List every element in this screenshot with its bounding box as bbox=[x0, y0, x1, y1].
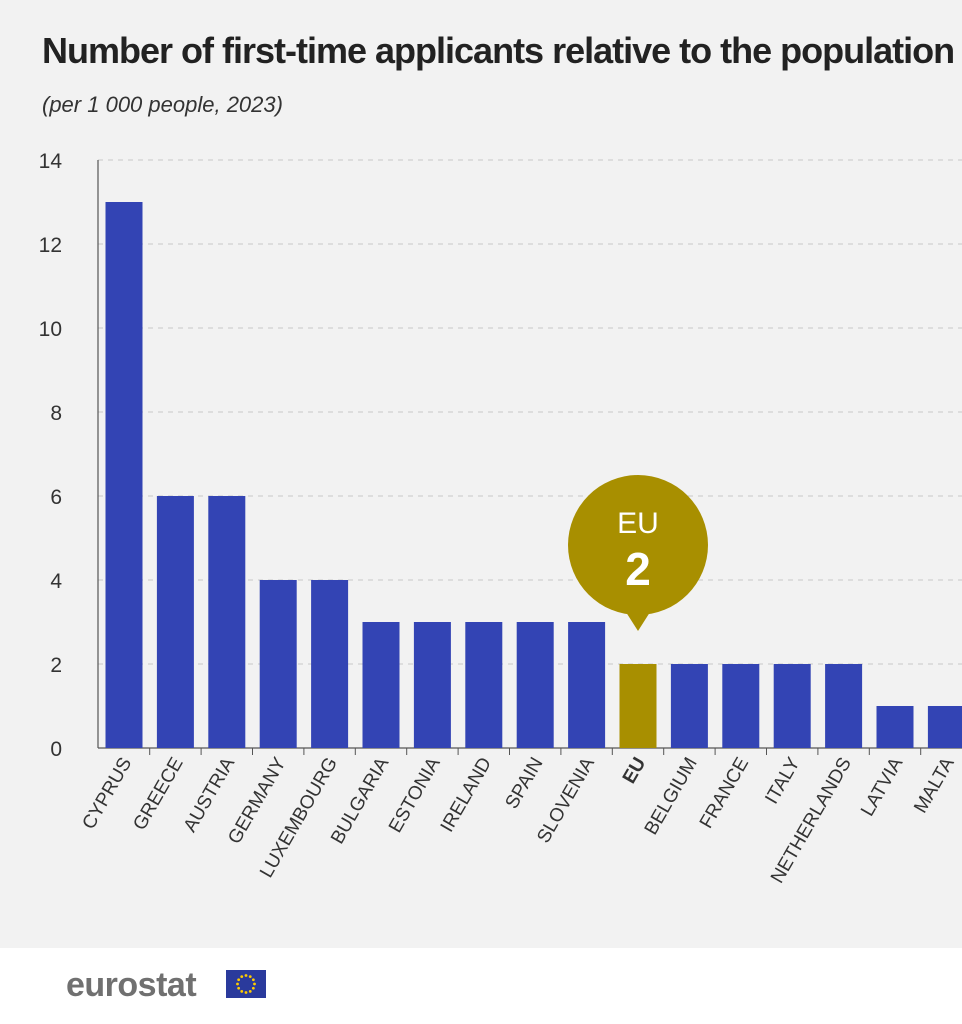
x-tick-label: LATVIA bbox=[857, 754, 907, 820]
bar-latvia bbox=[876, 706, 914, 748]
bar-estonia bbox=[413, 622, 451, 748]
chart-panel: Number of first-time applicants relative… bbox=[0, 0, 962, 948]
bar-luxembourg bbox=[311, 580, 349, 748]
bar-eu bbox=[619, 664, 657, 748]
x-tick-label: ITALY bbox=[761, 754, 804, 808]
bar-italy bbox=[773, 664, 811, 748]
bar-chart: 02468101214CYPRUSGREECEAUSTRIAGERMANYLUX… bbox=[39, 150, 962, 887]
bar-bulgaria bbox=[362, 622, 400, 748]
chart-title: Number of first-time applicants relative… bbox=[42, 30, 955, 71]
x-tick-label: FRANCE bbox=[696, 754, 753, 832]
bar-belgium bbox=[670, 664, 708, 748]
bar-netherlands bbox=[825, 664, 863, 748]
bar-austria bbox=[208, 496, 246, 748]
callout-bubble bbox=[568, 475, 708, 615]
bar-ireland bbox=[465, 622, 503, 748]
x-tick-label: EU bbox=[619, 754, 650, 787]
x-tick-label: IRELAND bbox=[437, 754, 496, 836]
bar-germany bbox=[259, 580, 297, 748]
x-tick-label: BELGIUM bbox=[641, 754, 702, 839]
chart-subtitle: (per 1 000 people, 2023) bbox=[42, 92, 283, 117]
y-tick-label: 12 bbox=[39, 234, 62, 257]
bar-spain bbox=[516, 622, 554, 748]
y-tick-label: 2 bbox=[50, 654, 62, 677]
callout-label: EU bbox=[617, 507, 659, 540]
callout-value: 2 bbox=[625, 543, 651, 595]
x-tick-label: AUSTRIA bbox=[180, 754, 240, 836]
x-tick-label: CYPRUS bbox=[79, 754, 137, 833]
bar-france bbox=[722, 664, 760, 748]
x-tick-label: GREECE bbox=[129, 754, 187, 834]
x-tick-label: SPAIN bbox=[502, 754, 548, 813]
y-tick-label: 0 bbox=[50, 738, 62, 761]
eu-callout: EU2 bbox=[568, 475, 708, 631]
bar-malta bbox=[927, 706, 962, 748]
y-tick-label: 10 bbox=[39, 318, 62, 341]
bar-greece bbox=[156, 496, 194, 748]
footer: eurostat bbox=[0, 948, 962, 1024]
bar-slovenia bbox=[568, 622, 606, 748]
y-tick-label: 4 bbox=[50, 570, 62, 593]
callout-pointer bbox=[624, 609, 652, 631]
x-tick-label: MALTA bbox=[910, 754, 959, 817]
x-tick-label: ESTONIA bbox=[385, 754, 445, 837]
bar-cyprus bbox=[105, 202, 143, 748]
y-tick-label: 14 bbox=[39, 150, 63, 173]
y-tick-label: 8 bbox=[50, 402, 62, 425]
eu-flag-icon bbox=[226, 970, 266, 998]
y-tick-label: 6 bbox=[50, 486, 62, 509]
eurostat-logo-text: eurostat bbox=[66, 966, 197, 1004]
